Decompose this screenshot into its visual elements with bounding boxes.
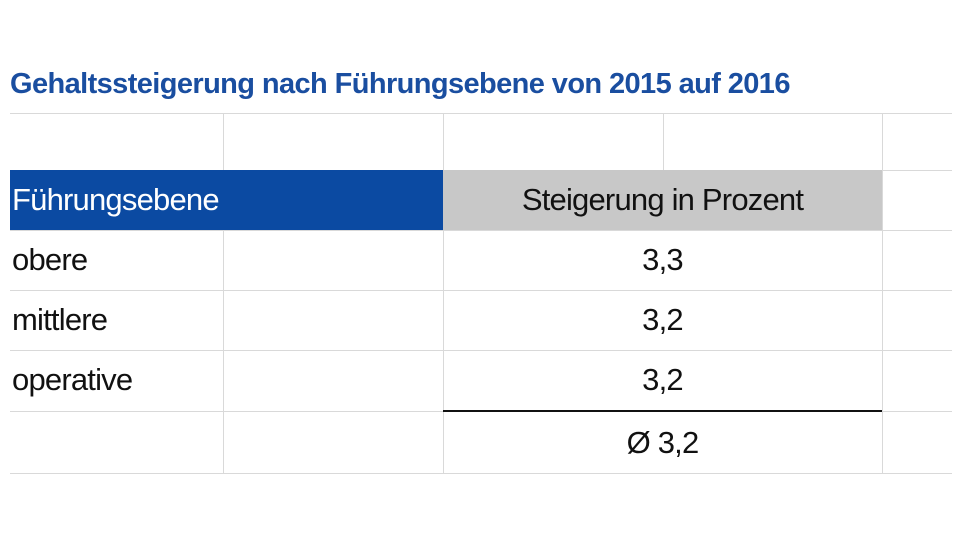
row-label: mittlere	[12, 302, 108, 337]
grid-line	[10, 473, 952, 474]
sum-line	[443, 410, 882, 412]
row-label: obere	[12, 242, 88, 277]
row-value: 3,2	[642, 302, 684, 337]
grid-line	[663, 113, 664, 170]
grid-line	[882, 113, 883, 473]
row-label: operative	[12, 362, 133, 397]
title: Gehaltssteigerung nach Führungsebene von…	[10, 68, 790, 100]
grid-line	[10, 230, 952, 231]
header-cell	[443, 170, 882, 230]
row-value: 3,3	[642, 242, 684, 277]
header-text: Steigerung in Prozent	[521, 182, 804, 217]
row-value: 3,2	[642, 362, 684, 397]
average-value: Ø 3,2	[626, 425, 700, 460]
header-cell	[10, 170, 443, 230]
grid-line	[10, 290, 952, 291]
grid-line	[10, 113, 952, 114]
header-text: Führungsebene	[12, 182, 220, 217]
grid-line	[443, 113, 444, 473]
grid-line	[223, 113, 224, 473]
grid-line	[10, 350, 952, 351]
